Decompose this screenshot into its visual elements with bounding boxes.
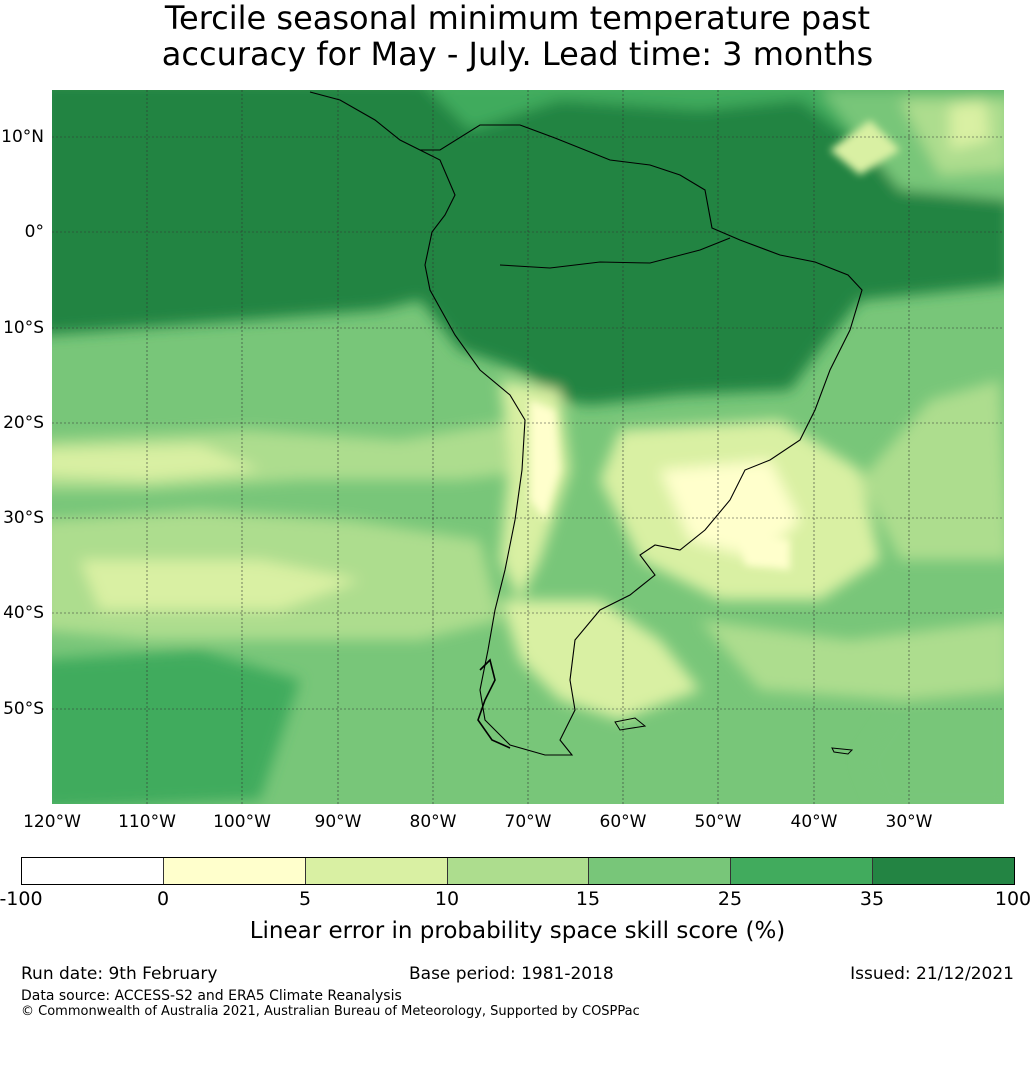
colorbar-segment — [163, 858, 306, 884]
colorbar-label: Linear error in probability space skill … — [249, 918, 786, 944]
lon-tick-90w: 90°W — [314, 812, 362, 832]
copyright: © Commonwealth of Australia 2021, Austra… — [21, 1004, 640, 1019]
map-title-line-1: Tercile seasonal minimum temperature pas… — [164, 0, 871, 37]
colorbar-segment — [447, 858, 590, 884]
lon-tick-70w: 70°W — [504, 812, 552, 832]
lon-tick-50w: 50°W — [694, 812, 742, 832]
colorbar-segment — [305, 858, 448, 884]
lon-tick-40w: 40°W — [790, 812, 838, 832]
colorbar-tick: 15 — [575, 888, 601, 910]
colorbar-tick: -100 — [0, 888, 43, 910]
colorbar-segment — [873, 858, 1015, 884]
lon-tick-120w: 120°W — [23, 812, 81, 832]
coastline — [309, 91, 863, 756]
lat-tick-50s: 50°S — [3, 699, 44, 719]
colorbar — [21, 857, 1015, 885]
colorbar-tick: 25 — [717, 888, 743, 910]
patagonian-islands — [477, 658, 511, 749]
lat-tick-0: 0° — [24, 222, 44, 242]
south-georgia — [831, 747, 854, 755]
colorbar-segment — [731, 858, 874, 884]
lon-tick-80w: 80°W — [409, 812, 457, 832]
base-period: Base period: 1981-2018 — [409, 964, 614, 984]
lat-tick-10n: 10°N — [1, 127, 44, 147]
amazon-river — [499, 237, 731, 269]
colorbar-segment — [589, 858, 732, 884]
map-title-line-2: accuracy for May - July. Lead time: 3 mo… — [161, 35, 874, 73]
lat-tick-20s: 20°S — [3, 413, 44, 433]
skill-score-field — [52, 90, 1004, 804]
lon-tick-100w: 100°W — [213, 812, 271, 832]
lat-tick-40s: 40°S — [3, 603, 44, 623]
run-date: Run date: 9th February — [21, 964, 218, 984]
colorbar-tick: 5 — [298, 888, 312, 910]
colorbar-tick: 10 — [434, 888, 460, 910]
lat-tick-30s: 30°S — [3, 508, 44, 528]
data-source: Data source: ACCESS-S2 and ERA5 Climate … — [21, 988, 402, 1004]
colorbar-segment — [22, 858, 164, 884]
lon-tick-30w: 30°W — [885, 812, 933, 832]
colorbar-tick: 35 — [859, 888, 885, 910]
issued-date: Issued: 21/12/2021 — [850, 964, 1014, 984]
graticule — [52, 90, 1004, 804]
lon-tick-60w: 60°W — [599, 812, 647, 832]
colorbar-tick: 0 — [156, 888, 170, 910]
tierra-del-fuego — [614, 717, 647, 731]
colorbar-tick: 100 — [994, 888, 1032, 910]
lon-tick-110w: 110°W — [118, 812, 176, 832]
lat-tick-10s: 10°S — [3, 318, 44, 338]
